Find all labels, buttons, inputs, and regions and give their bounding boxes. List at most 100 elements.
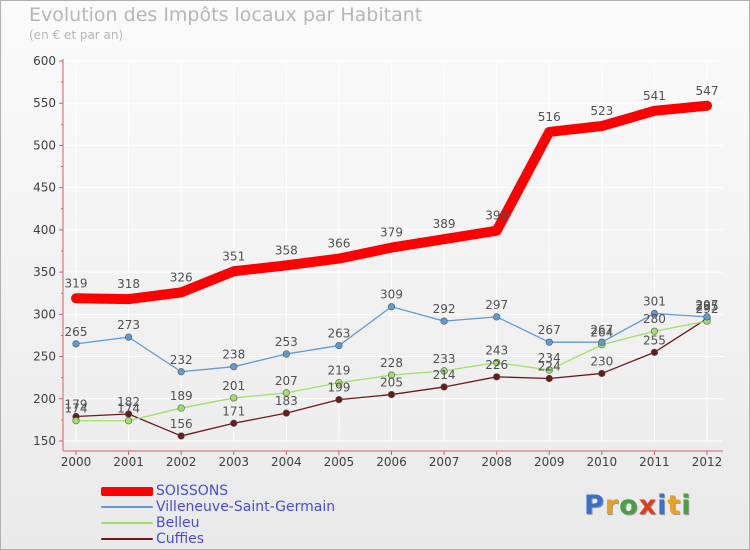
x-tick-label: 2008 <box>481 455 512 469</box>
data-label: 523 <box>590 104 613 118</box>
data-point <box>440 383 448 391</box>
x-tick-label: 2007 <box>429 455 460 469</box>
data-label: 189 <box>170 389 193 403</box>
data-point <box>282 389 290 397</box>
y-tick-label: 400 <box>33 223 56 237</box>
data-label: 379 <box>380 226 403 240</box>
legend-swatch <box>101 538 153 540</box>
data-label: 280 <box>643 312 666 326</box>
data-label: 267 <box>538 323 561 337</box>
data-label: 295 <box>696 300 719 314</box>
data-label: 226 <box>485 358 508 372</box>
data-point <box>493 358 501 367</box>
data-label: 174 <box>117 402 140 416</box>
data-label: 253 <box>275 335 298 349</box>
data-point <box>493 373 501 381</box>
data-label: 319 <box>65 276 88 290</box>
data-label: 292 <box>433 302 456 316</box>
y-tick-label: 600 <box>33 54 56 68</box>
data-point <box>282 409 290 417</box>
x-tick-label: 2001 <box>113 455 144 469</box>
data-point <box>282 350 290 358</box>
data-point <box>177 404 185 412</box>
legend-label: Cuffies <box>156 531 205 547</box>
y-tick-label: 250 <box>33 350 56 364</box>
data-label: 234 <box>538 351 561 365</box>
data-label: 230 <box>590 354 613 368</box>
logo-letter: r <box>604 490 620 521</box>
data-label: 399 <box>485 209 508 223</box>
data-label: 205 <box>380 376 403 390</box>
data-label: 171 <box>222 404 245 418</box>
data-label: 232 <box>170 353 193 367</box>
legend-swatch <box>101 486 153 496</box>
data-point <box>703 313 711 321</box>
data-label: 263 <box>327 327 350 341</box>
logo-letter: t <box>667 490 682 521</box>
x-tick-label: 2004 <box>271 455 302 469</box>
data-label: 214 <box>433 368 456 382</box>
data-label: 326 <box>170 270 193 284</box>
data-point <box>124 417 133 425</box>
y-tick-label: 500 <box>33 138 56 152</box>
data-point <box>72 417 80 425</box>
data-label: 351 <box>222 249 245 263</box>
data-point <box>493 313 501 321</box>
data-label: 182 <box>117 395 140 409</box>
data-point <box>177 368 185 376</box>
data-point <box>545 374 553 383</box>
data-point <box>440 367 448 375</box>
legend-label: Villeneuve-Saint-Germain <box>156 499 336 515</box>
data-point <box>335 379 343 387</box>
x-tick-label: 2006 <box>376 455 407 469</box>
data-point <box>650 327 659 335</box>
y-tick-label: 550 <box>33 96 56 110</box>
data-label: 199 <box>327 381 350 395</box>
data-point <box>598 338 606 346</box>
x-tick-label: 2000 <box>61 455 92 469</box>
chart-subtitle: (en € et par an) <box>29 28 124 42</box>
data-label: 228 <box>380 356 403 370</box>
x-tick-label: 2011 <box>639 455 670 469</box>
data-label: 547 <box>696 84 719 98</box>
legend-swatch <box>101 506 153 508</box>
logo-letter: i <box>681 490 692 521</box>
data-label: 174 <box>65 402 88 416</box>
x-tick-label: 2010 <box>587 455 618 469</box>
y-tick-label: 150 <box>33 434 56 448</box>
legend-label: Belleu <box>156 515 200 531</box>
data-label: 309 <box>380 288 403 302</box>
data-label: 207 <box>275 374 298 388</box>
data-label: 541 <box>643 89 666 103</box>
data-point <box>650 309 659 318</box>
proxiti-logo: Proxiti <box>584 490 692 521</box>
data-label: 267 <box>590 323 613 337</box>
data-point <box>650 348 659 356</box>
data-label: 301 <box>643 294 666 308</box>
data-point <box>177 432 185 440</box>
data-label: 292 <box>696 302 719 316</box>
data-label: 179 <box>65 398 88 412</box>
data-label: 183 <box>275 394 298 408</box>
logo-letter: o <box>619 490 639 521</box>
logo-letter: P <box>584 490 605 521</box>
chart-title: Evolution des Impôts locaux par Habitant <box>29 4 423 26</box>
legend-label: SOISSONS <box>156 483 229 499</box>
data-label: 297 <box>485 298 508 312</box>
data-point <box>124 333 133 341</box>
data-label: 219 <box>327 364 350 378</box>
data-label: 297 <box>696 298 719 312</box>
data-label: 273 <box>117 318 140 332</box>
logo-letter: x <box>638 490 658 521</box>
data-label: 366 <box>327 237 350 251</box>
data-label: 238 <box>222 348 245 362</box>
data-point <box>387 303 396 311</box>
data-label: 265 <box>65 325 88 339</box>
data-point <box>440 317 448 325</box>
data-label: 243 <box>485 343 508 357</box>
y-tick-label: 200 <box>33 392 56 406</box>
data-point <box>230 419 238 427</box>
data-point <box>598 369 606 378</box>
